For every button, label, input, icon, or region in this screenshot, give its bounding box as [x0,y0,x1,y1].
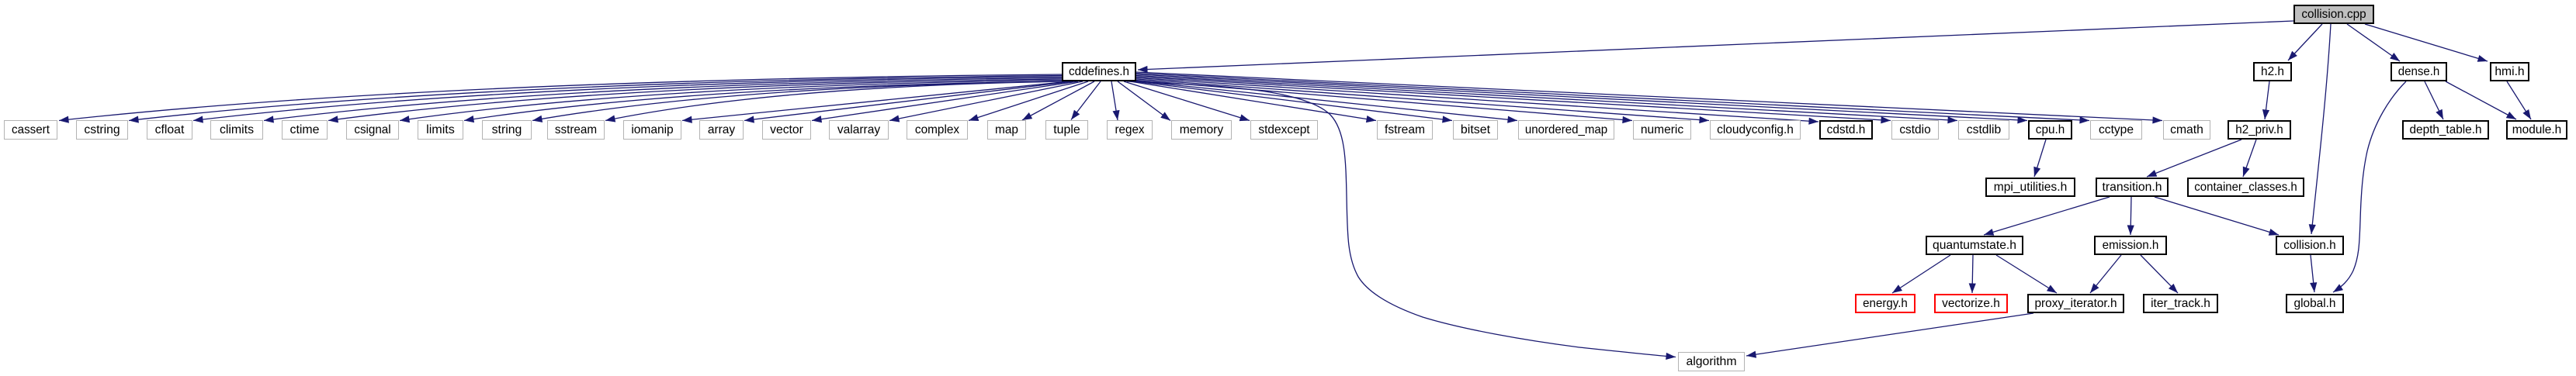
svg-text:global.h: global.h [2294,297,2336,310]
svg-text:cdstd.h: cdstd.h [1827,123,1866,136]
svg-text:emission.h: emission.h [2103,239,2159,252]
svg-text:hmi.h: hmi.h [2495,65,2524,78]
svg-text:proxy_iterator.h: proxy_iterator.h [2035,297,2117,310]
svg-text:vector: vector [770,123,803,136]
svg-text:stdexcept: stdexcept [1258,123,1310,136]
svg-text:collision.cpp: collision.cpp [2301,8,2366,21]
svg-text:climits: climits [220,123,254,136]
svg-text:valarray: valarray [837,123,880,136]
svg-text:algorithm: algorithm [1686,355,1736,368]
svg-text:unordered_map: unordered_map [1525,123,1607,136]
svg-text:ctime: ctime [290,123,320,136]
svg-text:cctype: cctype [2099,123,2134,136]
svg-text:limits: limits [426,123,455,136]
svg-text:h2_priv.h: h2_priv.h [2235,123,2283,136]
svg-text:fstream: fstream [1385,123,1425,136]
svg-text:cstring: cstring [84,123,120,136]
svg-text:cpu.h: cpu.h [2036,123,2065,136]
svg-text:container_classes.h: container_classes.h [2194,181,2297,194]
svg-text:map: map [995,123,1018,136]
svg-text:numeric: numeric [1641,123,1683,136]
svg-text:cassert: cassert [12,123,50,136]
svg-text:cstdio: cstdio [1899,123,1930,136]
svg-text:csignal: csignal [354,123,390,136]
svg-text:array: array [708,123,735,136]
svg-text:energy.h: energy.h [1863,297,1908,310]
svg-text:bitset: bitset [1461,123,1491,136]
svg-text:vectorize.h: vectorize.h [1942,297,2000,310]
svg-text:tuple: tuple [1053,123,1080,136]
svg-text:regex: regex [1115,123,1144,136]
svg-text:cfloat: cfloat [155,123,185,136]
svg-text:cloudyconfig.h: cloudyconfig.h [1717,123,1794,136]
svg-text:collision.h: collision.h [2283,239,2335,252]
svg-text:memory: memory [1180,123,1223,136]
svg-text:quantumstate.h: quantumstate.h [1933,239,2016,252]
svg-text:complex: complex [915,123,959,136]
svg-text:sstream: sstream [555,123,597,136]
svg-text:mpi_utilities.h: mpi_utilities.h [1994,181,2068,194]
svg-text:cddefines.h: cddefines.h [1069,65,1129,78]
svg-text:h2.h: h2.h [2261,65,2284,78]
svg-text:cstdlib: cstdlib [1967,123,2001,136]
svg-text:string: string [492,123,522,136]
svg-text:depth_table.h: depth_table.h [2410,123,2482,136]
svg-text:transition.h: transition.h [2102,181,2162,194]
svg-text:dense.h: dense.h [2398,65,2440,78]
svg-text:iomanip: iomanip [631,123,673,136]
svg-text:cmath: cmath [2170,123,2203,136]
svg-text:iter_track.h: iter_track.h [2151,297,2210,310]
svg-text:module.h: module.h [2512,123,2561,136]
